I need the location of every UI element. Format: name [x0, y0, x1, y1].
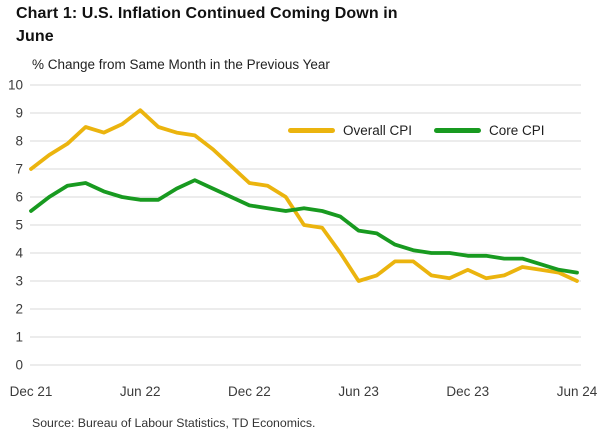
overall-cpi-line [29, 108, 579, 283]
legend-label-core-cpi: Core CPI [489, 123, 545, 138]
x-axis-tick-label: Dec 23 [446, 384, 489, 399]
y-axis-tick-label: 1 [15, 330, 23, 345]
y-axis-tick-label: 2 [15, 302, 23, 317]
x-axis-tick-label: Jun 23 [338, 384, 379, 399]
legend-entry-overall-cpi: Overall CPI [288, 123, 412, 138]
legend-label-overall-cpi: Overall CPI [343, 123, 413, 138]
y-axis-tick-label: 7 [15, 162, 23, 177]
core-cpi-line-swatch-icon [434, 128, 482, 133]
x-axis-tick-label: Jun 24 [557, 384, 598, 399]
y-axis-tick-label: 5 [15, 218, 23, 233]
y-axis-tick-label: 3 [15, 274, 23, 289]
legend-entry-core-cpi: Core CPI [434, 123, 545, 138]
chart-legend: Overall CPI Core CPI [288, 123, 545, 138]
source-note: Source: Bureau of Labour Statistics, TD … [32, 416, 316, 430]
y-axis-tick-label: 4 [15, 246, 23, 261]
y-axis-tick-label: 0 [15, 358, 23, 373]
x-axis-tick-label: Dec 22 [228, 384, 271, 399]
chart-title: Chart 1: U.S. Inflation Continued Coming… [16, 5, 398, 45]
core-cpi-line [29, 178, 579, 275]
y-axis-tick-label: 8 [15, 134, 23, 149]
x-axis-tick-label: Dec 21 [10, 384, 53, 399]
y-axis-tick-label: 9 [15, 106, 23, 121]
x-axis-tick-label: Jun 22 [120, 384, 161, 399]
chart-subtitle: % Change from Same Month in the Previous… [32, 57, 330, 72]
y-axis-tick-label: 10 [8, 78, 23, 93]
overall-cpi-line-swatch-icon [288, 128, 335, 133]
y-axis-tick-label: 6 [15, 190, 23, 205]
